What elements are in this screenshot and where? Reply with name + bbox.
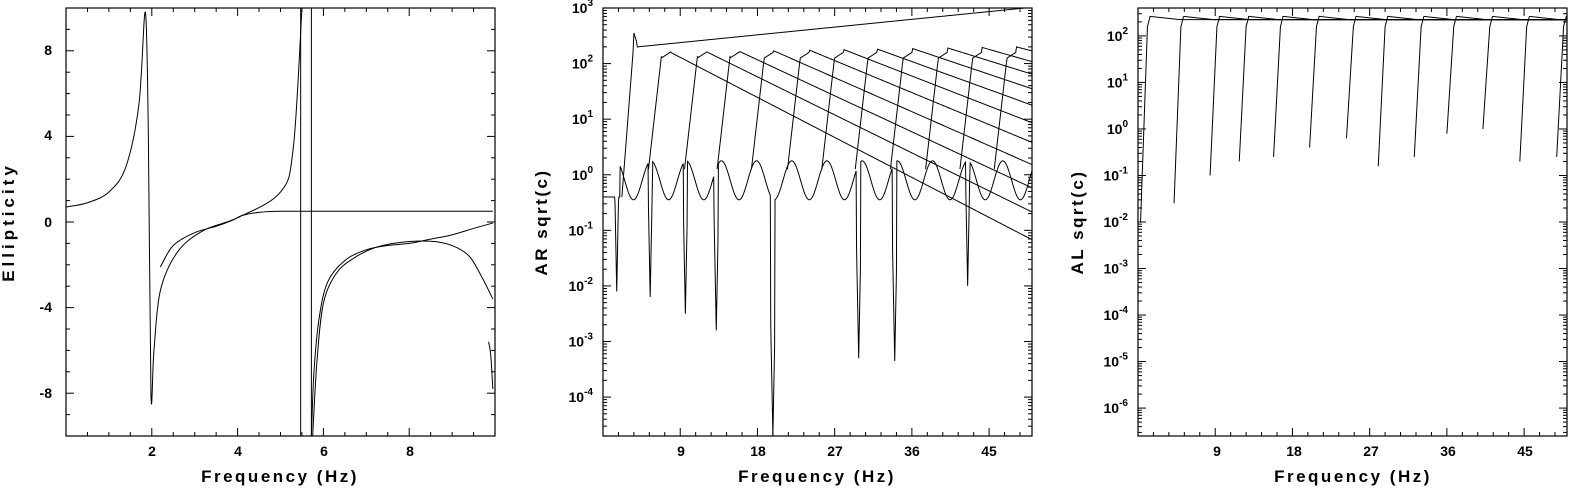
- al-series-4: [1238, 15, 1567, 162]
- ellipticity-xlabel: Frequency (Hz): [201, 467, 359, 486]
- ar-series-6: [786, 49, 1033, 170]
- ytick-label: 10-2: [1104, 212, 1129, 230]
- ytick-label: 10-1: [1104, 165, 1129, 183]
- ar-ticks: [602, 7, 1032, 437]
- ytick-label: 103: [572, 0, 594, 16]
- ellipticity-xtick-3: 6: [320, 443, 328, 459]
- ellipticity-ytick-1: 8: [44, 42, 52, 58]
- ytick-label: 10-3: [569, 332, 594, 350]
- ellipticity-xtick-1: 2: [148, 443, 156, 459]
- al-xtick-3: 27: [1363, 443, 1379, 459]
- ar-series-2: [647, 51, 1033, 241]
- al-series-11: [1482, 15, 1567, 129]
- al-xtick-4: 36: [1440, 443, 1456, 459]
- al-xtick-2: 18: [1286, 443, 1302, 459]
- al-series-8: [1377, 15, 1567, 167]
- al-series-7: [1345, 15, 1567, 139]
- ytick-label: 10-4: [1104, 305, 1129, 323]
- ellipticity-ytick-4: -4: [40, 299, 53, 315]
- ellipticity-xtick-2: 4: [234, 443, 242, 459]
- ellipticity-series-4: [312, 240, 494, 437]
- ellipticity-chart: Ellipticity Frequency (Hz) 2 4 6 8 8 4 0…: [0, 7, 496, 486]
- al-series-10: [1446, 15, 1567, 134]
- ar-series-11: [959, 46, 1033, 170]
- ytick-label: 101: [572, 109, 594, 127]
- ar-xtick-5: 45: [981, 443, 997, 459]
- ar-series-low: [605, 160, 1033, 437]
- ar-xlabel: Frequency (Hz): [738, 467, 896, 486]
- al-xtick-5: 45: [1517, 443, 1533, 459]
- al-yticklabels: 102 101 100 10-1 10-2 10-3 10-4 10-5 10-6: [1104, 26, 1129, 416]
- al-series-1: [1140, 15, 1567, 223]
- ellipticity-ticks: [65, 7, 496, 437]
- ytick-label: 100: [572, 165, 594, 183]
- ar-ylabel: AR sqrt(c): [532, 168, 551, 275]
- ellipticity-curves: [65, 7, 494, 437]
- ellipticity-ytick-2: 4: [44, 127, 52, 143]
- al-curves: [1140, 15, 1568, 223]
- al-series-12: [1519, 15, 1567, 162]
- ytick-label: 10-3: [1104, 259, 1129, 277]
- al-series-6: [1309, 15, 1567, 148]
- ar-series-9: [889, 47, 1033, 170]
- ar-series-5: [750, 50, 1033, 170]
- ar-yticklabels: 103 102 101 100 10-1 10-2 10-3 10-4: [569, 0, 594, 405]
- al-series-3: [1209, 15, 1567, 176]
- ar-series-10: [925, 47, 1033, 170]
- al-series-2: [1173, 15, 1567, 204]
- ytick-label: 102: [572, 54, 594, 72]
- al-xtick-1: 9: [1213, 443, 1221, 459]
- al-series-13: [1556, 15, 1568, 157]
- ar-xtick-3: 27: [827, 443, 843, 459]
- ytick-label: 10-1: [569, 220, 594, 238]
- ar-series-12: [993, 46, 1033, 170]
- ytick-label: 100: [1107, 119, 1129, 137]
- ar-xtick-2: 18: [750, 443, 766, 459]
- al-series-9: [1413, 15, 1567, 157]
- ytick-label: 10-4: [569, 387, 594, 405]
- ar-series-7: [821, 49, 1033, 170]
- ellipticity-xtick-4: 8: [406, 443, 414, 459]
- al-xlabel: Frequency (Hz): [1274, 467, 1432, 486]
- ar-series-3: [684, 51, 1033, 213]
- ellipticity-ytick-5: -8: [40, 385, 53, 401]
- ellipticity-series-5: [488, 341, 494, 389]
- ellipticity-series-1: [65, 7, 303, 405]
- ellipticity-ylabel: Ellipticity: [0, 162, 18, 282]
- ytick-label: 102: [1107, 26, 1129, 44]
- ellipticity-series-2: [159, 210, 493, 268]
- ytick-label: 10-2: [569, 276, 594, 294]
- al-ylabel: AL sqrt(c): [1068, 170, 1087, 275]
- ellipticity-frame: [65, 7, 496, 437]
- ellipticity-ytick-3: 0: [44, 214, 52, 230]
- ar-xtick-1: 9: [677, 443, 685, 459]
- ar-chart: AR sqrt(c) Frequency (Hz) 9 18 27 36 45 …: [532, 0, 1033, 486]
- ar-frame: [602, 7, 1033, 437]
- ytick-label: 10-6: [1104, 398, 1129, 416]
- ytick-label: 101: [1107, 72, 1129, 90]
- ellipticity-series-3: [310, 222, 493, 437]
- al-chart: AL sqrt(c) Frequency (Hz) 9 18 27 36 45 …: [1068, 7, 1568, 486]
- ar-curves: [605, 7, 1033, 437]
- ytick-label: 10-5: [1104, 352, 1129, 370]
- al-frame: [1137, 7, 1568, 437]
- al-ticks: [1137, 8, 1567, 436]
- ar-series-1: [621, 7, 1032, 198]
- ar-xtick-4: 36: [904, 443, 920, 459]
- ar-series-4: [716, 51, 1033, 189]
